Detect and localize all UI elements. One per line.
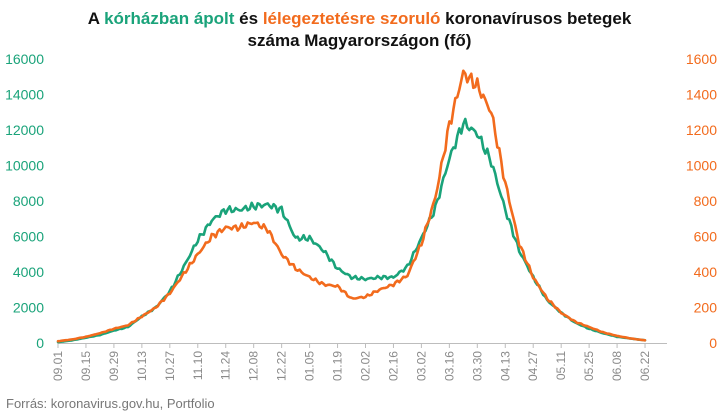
chart-title-line-2: száma Magyarországon (fő) <box>247 31 472 50</box>
right-tick-label: 1400 <box>686 87 717 103</box>
x-tick-label: 03.02 <box>414 351 428 381</box>
x-tick-label: 09.01 <box>51 351 65 381</box>
x-tick-label: 05.25 <box>582 351 596 381</box>
x-tick-label: 01.19 <box>331 351 345 381</box>
right-tick-label: 1600 <box>686 51 717 67</box>
x-tick-label: 12.22 <box>275 351 289 381</box>
title-part-2: és <box>234 9 263 28</box>
x-tick-label: 09.15 <box>79 351 93 381</box>
x-tick-label: 09.29 <box>107 351 121 381</box>
title-ventilated-label: lélegeztetésre szoruló <box>262 9 441 28</box>
x-tick-label: 05.11 <box>554 351 568 380</box>
left-axis: 0 2000 4000 6000 8000 10000 12000 14000 16000 <box>5 51 44 351</box>
x-tick-label: 03.30 <box>470 351 484 381</box>
title-part-1: A <box>87 9 105 28</box>
left-tick-label: 2000 <box>13 300 44 316</box>
right-tick-label: 0 <box>709 335 717 351</box>
right-tick-label: 1000 <box>686 158 717 174</box>
right-tick-label: 400 <box>694 264 718 280</box>
x-tick-label: 01.05 <box>303 351 317 381</box>
right-tick-label: 800 <box>694 193 718 209</box>
x-tick-label: 06.22 <box>638 351 652 381</box>
chart-title-line-1: A kórházban ápolt és lélegeztetésre szor… <box>0 8 719 30</box>
right-tick-label: 600 <box>694 229 718 245</box>
chart-title: A kórházban ápolt és lélegeztetésre szor… <box>0 8 719 52</box>
right-tick-label: 200 <box>694 300 718 316</box>
x-tick-label: 11.10 <box>191 351 205 380</box>
left-tick-label: 14000 <box>5 87 44 103</box>
source-note: Forrás: koronavirus.gov.hu, Portfolio <box>6 396 215 411</box>
x-axis: 09.01 09.15 09.29 10.13 10.27 11.10 11.24 12.08… <box>51 343 652 381</box>
title-part-3: koronavírusos betegek <box>440 9 632 28</box>
left-tick-label: 6000 <box>13 229 44 245</box>
x-tick-label: 02.02 <box>358 351 372 381</box>
x-tick-label: 04.13 <box>498 351 512 381</box>
x-tick-label: 12.08 <box>247 351 261 381</box>
left-tick-label: 16000 <box>5 51 44 67</box>
title-hospitalized-label: kórházban ápolt <box>104 9 235 28</box>
ventilated-line <box>56 69 647 343</box>
left-tick-label: 12000 <box>5 122 44 138</box>
x-tick-label: 02.16 <box>386 351 400 381</box>
left-tick-label: 10000 <box>5 158 44 174</box>
right-tick-label: 1200 <box>686 122 717 138</box>
x-tick-label: 11.24 <box>219 351 233 380</box>
right-axis: 0 200 400 600 800 1000 1200 1400 1600 <box>686 51 717 351</box>
x-tick-label: 06.08 <box>610 351 624 381</box>
series-layer <box>56 69 647 344</box>
x-tick-label: 03.16 <box>442 351 456 381</box>
left-tick-label: 8000 <box>13 193 44 209</box>
x-tick-label: 04.27 <box>526 351 540 381</box>
x-tick-label: 10.27 <box>163 351 177 381</box>
left-tick-label: 4000 <box>13 264 44 280</box>
left-tick-label: 0 <box>36 335 44 351</box>
x-tick-label: 10.13 <box>135 351 149 381</box>
